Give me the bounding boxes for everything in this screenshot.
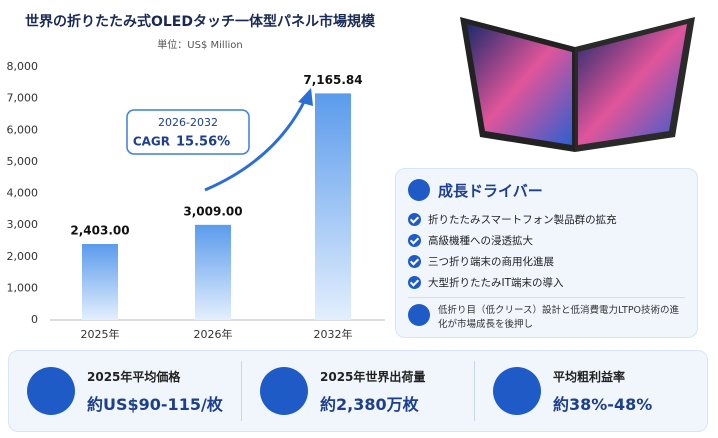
bar — [195, 224, 231, 320]
y-tick-label: 2,000 — [7, 250, 39, 263]
drivers-header: 成長ドライバー — [408, 179, 685, 201]
stat-value: 約US$90-115/枚 — [87, 394, 223, 414]
growth-arrow — [204, 99, 307, 192]
value-label: 7,165.84 — [303, 73, 362, 87]
stat-icon — [493, 367, 541, 415]
product-image — [460, 17, 695, 152]
check-icon — [408, 276, 421, 289]
stat-label: 平均粗利益率 — [553, 369, 626, 384]
y-tick-label: 1,000 — [7, 281, 39, 294]
stat-card: 平均粗利益率約38%-48% — [475, 361, 707, 421]
drivers-panel: 成長ドライバー 折りたたみスマートフォン製品群の拡充 高級機種への浸透拡大三つ折り… — [395, 168, 698, 338]
stat-icon — [260, 367, 308, 415]
value-label: 3,009.00 — [183, 204, 242, 218]
stat-label: 2025年平均価格 — [87, 369, 181, 384]
y-tick-label: 3,000 — [7, 218, 39, 231]
stats-panel: 2025年平均価格約US$90-115/枚 2025年世界出荷量約2,380万枚 平… — [8, 350, 708, 432]
y-tick-label: 7,000 — [7, 92, 39, 105]
stat-text: 平均粗利益率約38%-48% — [553, 368, 652, 415]
stat-icon — [27, 367, 75, 415]
driver-item: 大型折りたたみIT端末の導入 — [408, 272, 685, 293]
y-tick-label: 6,000 — [7, 123, 39, 136]
stat-text: 2025年世界出荷量約2,380万枚 — [320, 368, 425, 415]
driver-text: 折りたたみスマートフォン製品群の拡充 — [428, 214, 617, 226]
driver-text: 大型折りたたみIT端末の導入 — [428, 277, 564, 289]
drivers-title: 成長ドライバー — [438, 181, 543, 200]
stat-card: 2025年世界出荷量約2,380万枚 — [242, 361, 475, 421]
growth-arrowhead — [298, 88, 313, 106]
stat-label: 2025年世界出荷量 — [320, 369, 426, 384]
chart: 世界の折りたたみ式OLEDタッチ一体型パネル市場規模 単位：US$ Millio… — [7, 13, 385, 341]
x-tick-label: 2032年 — [314, 327, 353, 341]
chart-title: 世界の折りたたみ式OLEDタッチ一体型パネル市場規模 — [25, 13, 376, 30]
bar — [315, 93, 351, 320]
y-tick-label: 0 — [31, 313, 38, 326]
driver-text: 高級機種への浸透拡大 — [428, 235, 533, 247]
y-tick-label: 5,000 — [7, 155, 39, 168]
check-icon — [408, 234, 421, 247]
stat-value: 約2,380万枚 — [320, 394, 419, 414]
check-icon — [408, 255, 421, 268]
stat-value: 約38%-48% — [553, 394, 653, 414]
check-icon — [408, 213, 421, 226]
driver-text: 三つ折り端末の商用化進展 — [428, 256, 554, 268]
y-tick-label: 4,000 — [7, 187, 39, 200]
x-tick-label: 2025年 — [81, 327, 120, 341]
stat-text: 2025年平均価格約US$90-115/枚 — [87, 368, 223, 415]
chart-subtitle: 単位：US$ Million — [157, 38, 242, 51]
y-tick-label: 8,000 — [7, 60, 39, 73]
x-tick-label: 2026年 — [194, 327, 233, 341]
stat-card: 2025年平均価格約US$90-115/枚 — [9, 361, 242, 421]
note-text: 低折り目（低クリース）設計と低消費電力LTPO技術の進化が市場成長を後押し — [438, 305, 680, 330]
bar — [82, 244, 118, 320]
annotation-value: 15.56% — [176, 135, 230, 150]
annotation-period: 2026-2032 — [158, 116, 218, 129]
annotation-box — [126, 109, 250, 155]
driver-item: 高級機種への浸透拡大 — [408, 230, 685, 251]
value-label: 2,403.00 — [70, 224, 129, 238]
driver-item: 折りたたみスマートフォン製品群の拡充 — [408, 209, 685, 230]
annotation-label: CAGR — [133, 135, 170, 149]
drivers-note: 低折り目（低クリース）設計と低消費電力LTPO技術の進化が市場成長を後押し — [408, 297, 685, 332]
driver-item: 三つ折り端末の商用化進展 — [408, 251, 685, 272]
